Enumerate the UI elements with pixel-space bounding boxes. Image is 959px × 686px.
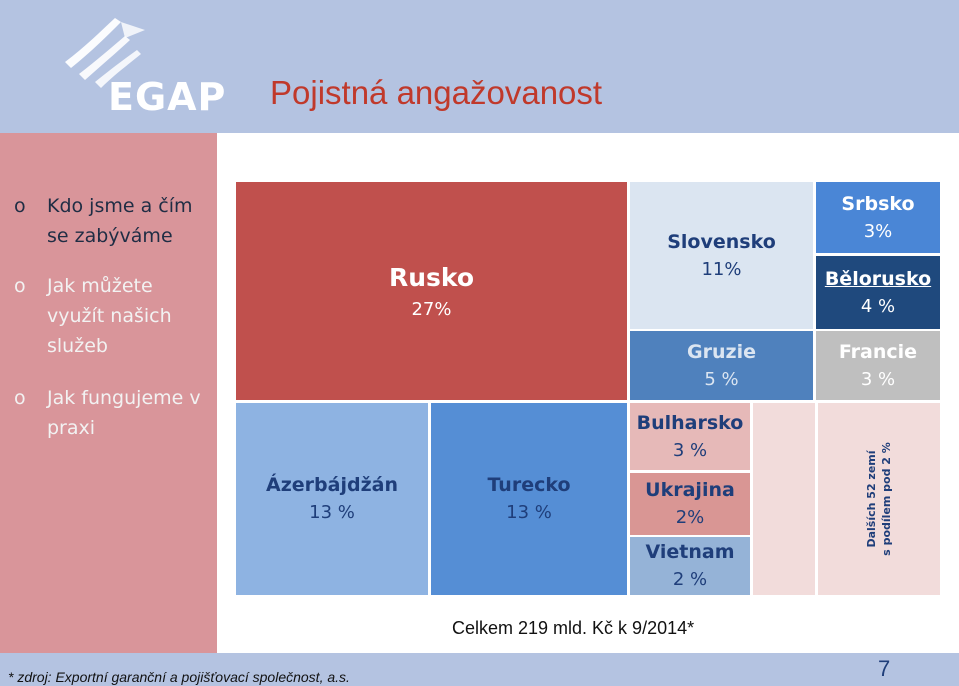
- other-label-line2: s podílem pod 2 %: [880, 442, 893, 556]
- tile-value: 3%: [863, 220, 893, 242]
- page-title: Pojistná angažovanost: [270, 74, 603, 111]
- tile-value: 4 %: [860, 295, 896, 317]
- treemap-tile-francie: Francie 3 %: [816, 331, 940, 400]
- egap-logo: [65, 18, 145, 88]
- tile-value: 2%: [675, 507, 705, 528]
- tile-value: 3 %: [672, 439, 708, 461]
- treemap-tile-other: Dalších 52 zemí s podílem pod 2 %: [818, 403, 940, 595]
- tile-name: Bělorusko: [824, 267, 932, 290]
- bullet-icon: o: [14, 387, 26, 409]
- treemap-tile-other-left: [753, 403, 815, 595]
- other-label-line1: Dalších 52 zemí: [865, 450, 878, 548]
- treemap-tile-rusko: Rusko 27%: [236, 182, 627, 400]
- treemap-tile-azerbajdzan: Ázerbájdžán 13 %: [236, 403, 428, 595]
- treemap-tile-bulharsko: Bulharsko 3 %: [630, 403, 750, 470]
- tile-name: Vietnam: [645, 541, 735, 563]
- source-footnote: * zdroj: Exportní garanční a pojišťovací…: [8, 669, 350, 685]
- tile-name: Srbsko: [841, 192, 915, 215]
- sidebar-item-label: Jak fungujeme v praxi: [47, 387, 201, 439]
- logo-text: EGAP: [108, 75, 227, 119]
- treemap-tile-gruzie: Gruzie 5 %: [630, 331, 813, 400]
- tile-value: 2 %: [672, 569, 708, 590]
- tile-name: Ázerbájdžán: [266, 474, 398, 496]
- tile-name: Francie: [838, 340, 918, 363]
- tile-value: 11%: [701, 258, 742, 280]
- tile-name: Turecko: [487, 474, 571, 496]
- sidebar-item-label: Jak můžete využít našich služeb: [47, 275, 172, 357]
- tile-value: 5 %: [704, 368, 739, 390]
- treemap-tile-srbsko: Srbsko 3%: [816, 182, 940, 253]
- header-bar: EGAP Pojistná angažovanost: [0, 0, 959, 133]
- tile-name: Ukrajina: [645, 479, 735, 501]
- bullet-icon: o: [14, 275, 26, 297]
- tile-value: 13 %: [309, 502, 355, 523]
- tile-name: Slovensko: [667, 230, 776, 253]
- treemap-tile-ukrajina: Ukrajina 2%: [630, 473, 750, 535]
- sidebar: o Kdo jsme a čím se zabýváme o Jak můžet…: [0, 133, 217, 653]
- tile-name: Gruzie: [687, 340, 756, 363]
- chart-total: Celkem 219 mld. Kč k 9/2014*: [452, 618, 695, 638]
- page-number: 7: [878, 656, 891, 681]
- treemap-tile-vietnam: Vietnam 2 %: [630, 537, 750, 595]
- tile-name: Bulharsko: [636, 411, 744, 434]
- treemap-tile-belorusko: Bělorusko 4 %: [816, 256, 940, 329]
- footer-bar: [0, 653, 959, 686]
- tile-value: 13 %: [506, 502, 552, 523]
- bullet-icon: o: [14, 195, 26, 217]
- tile-value: 3 %: [860, 368, 896, 390]
- other-countries-label: Dalších 52 zemí s podílem pod 2 %: [864, 442, 894, 556]
- treemap-tile-turecko: Turecko 13 %: [431, 403, 627, 595]
- tile-name: Rusko: [388, 262, 475, 292]
- treemap-tile-slovensko: Slovensko 11%: [630, 182, 813, 329]
- tile-value: 27%: [411, 298, 452, 320]
- sidebar-item-label: Kdo jsme a čím se zabýváme: [47, 195, 193, 247]
